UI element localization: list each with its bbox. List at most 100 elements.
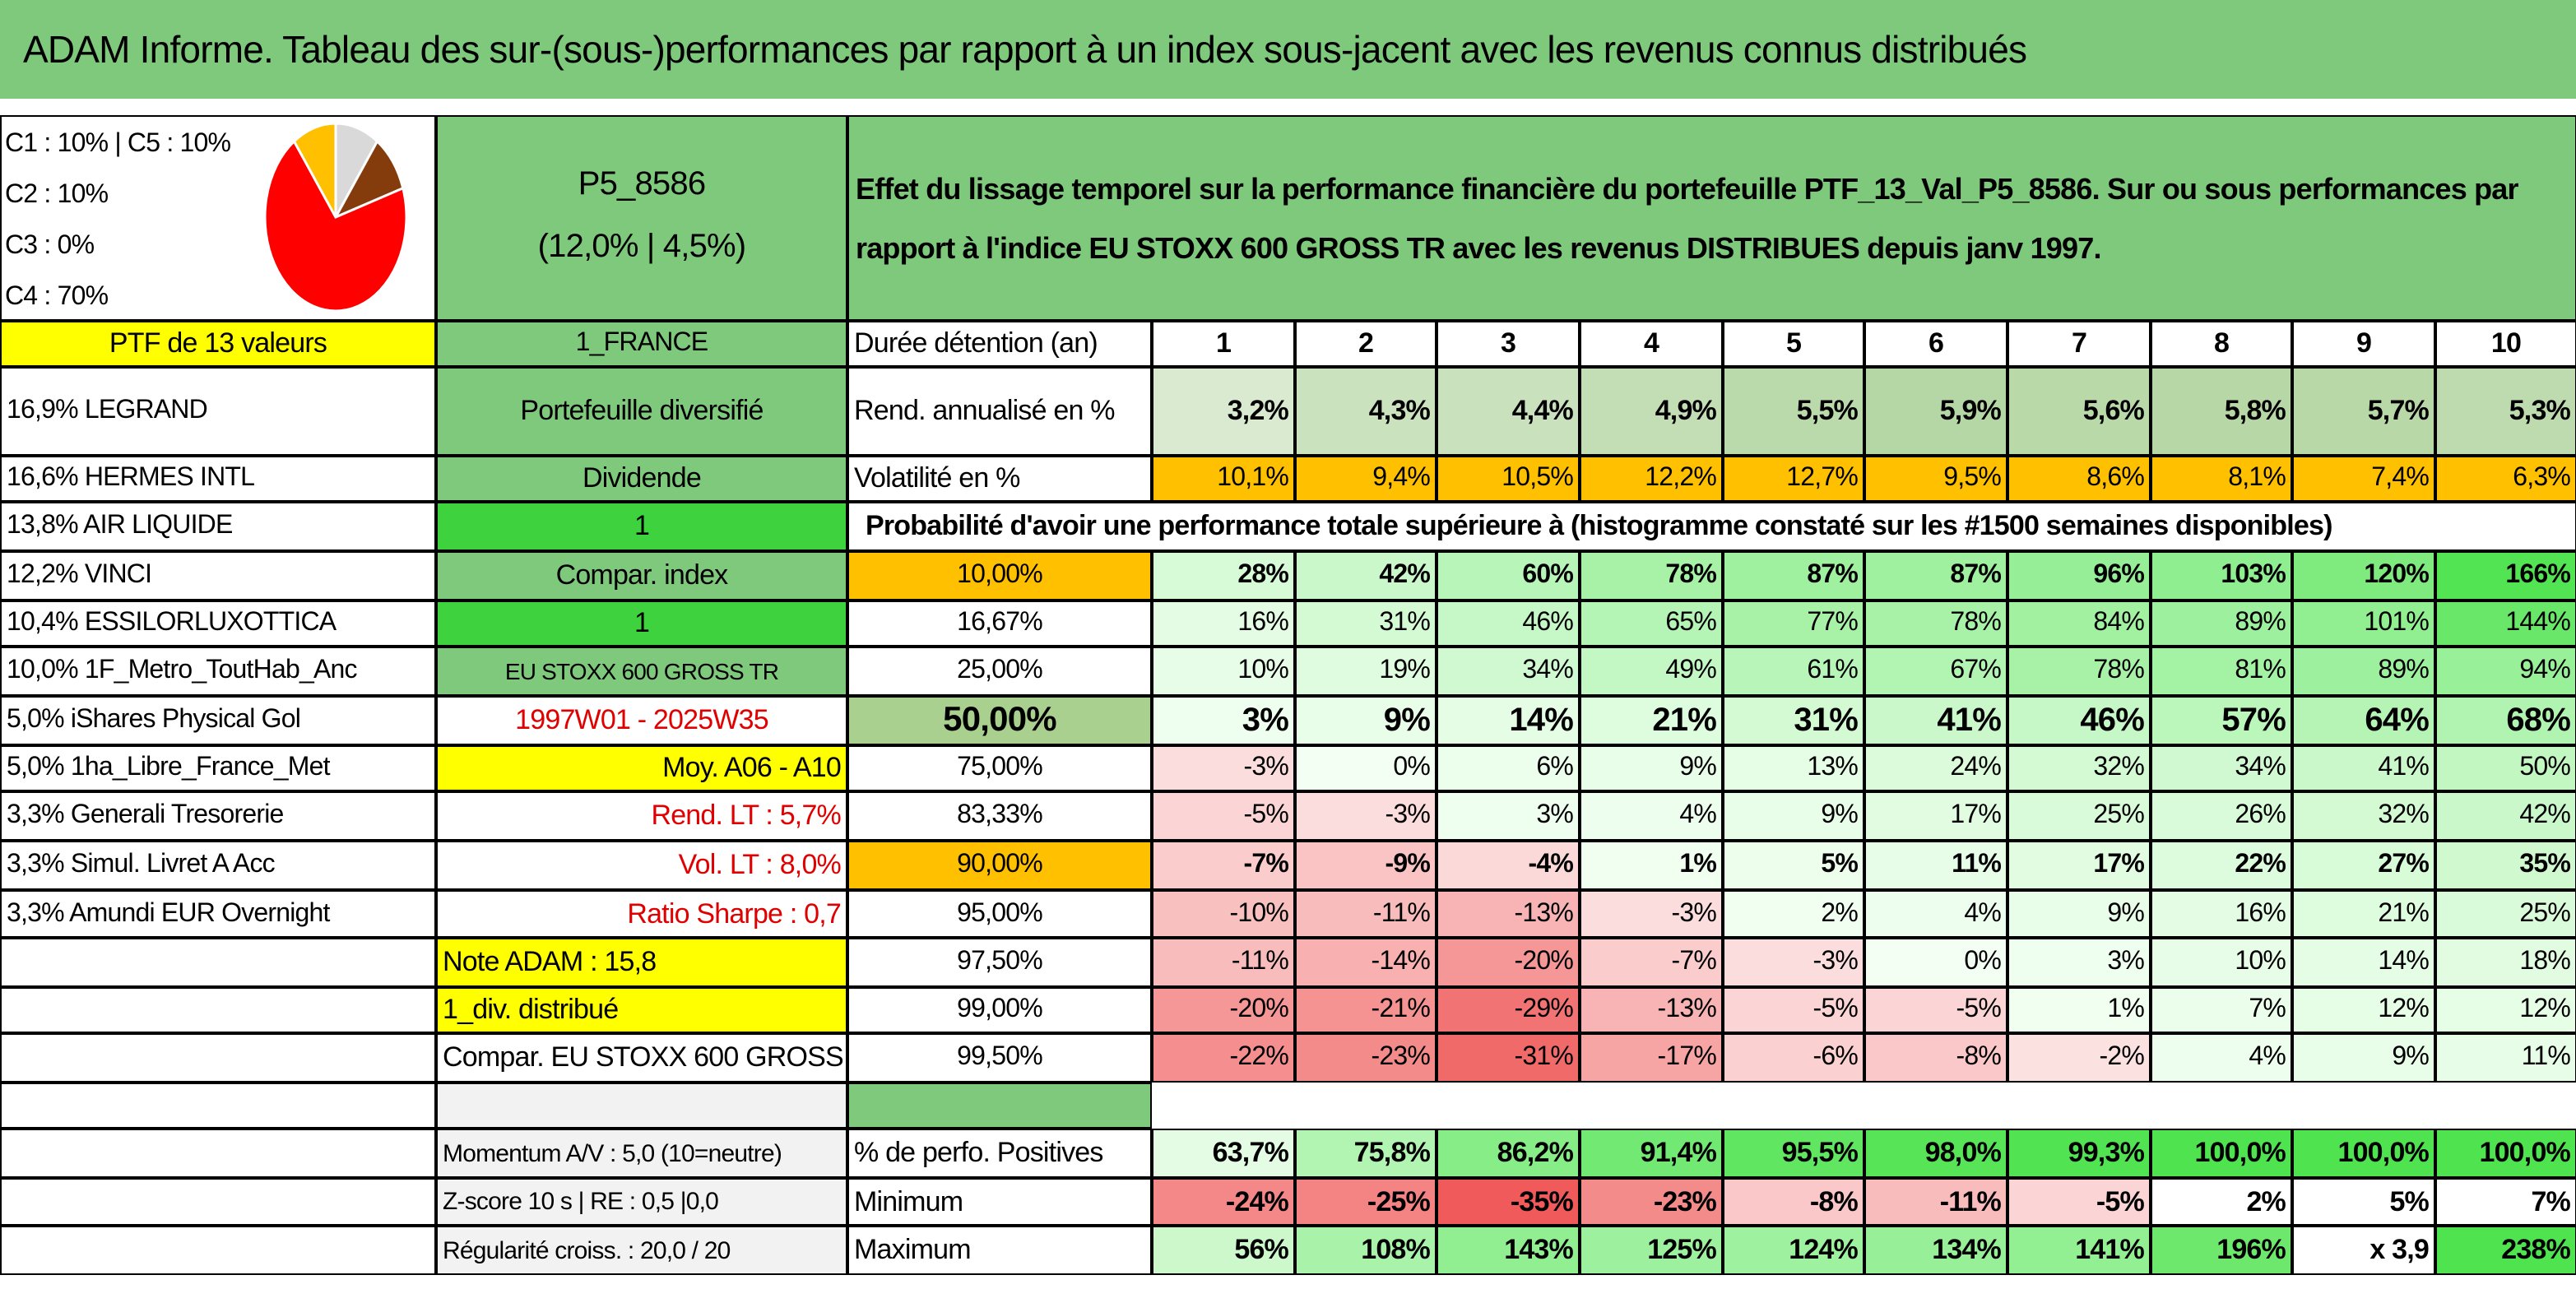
value-cell: 42% (1295, 551, 1437, 600)
value-cell: -11% (1864, 1178, 2007, 1226)
info-cell: Z-score 10 s | RE : 0,5 |0,0 (436, 1178, 847, 1226)
value-cell: 14% (1437, 696, 1580, 745)
value-cell: 5,9% (1864, 367, 2007, 456)
value-cell: 78% (1864, 600, 2007, 647)
value-cell: -23% (1295, 1033, 1437, 1083)
value-cell: 5 (1723, 321, 1864, 367)
value-cell: 1 (1152, 321, 1295, 367)
value-cell: 2% (1723, 890, 1864, 938)
value-cell: 16% (2151, 890, 2292, 938)
row-label: 99,00% (847, 987, 1152, 1033)
pie-slice (263, 139, 408, 313)
empty-cell (2151, 1083, 2292, 1129)
value-cell: 5,8% (2151, 367, 2292, 456)
value-cell: -5% (1864, 987, 2007, 1033)
description: Effet du lissage temporel sur la perform… (847, 115, 2576, 321)
value-cell: 12,2% (1580, 456, 1723, 502)
info-cell: 1 (436, 502, 847, 551)
value-cell: 64% (2292, 696, 2435, 745)
row-label: 25,00% (847, 647, 1152, 696)
row-label: 99,50% (847, 1033, 1152, 1083)
value-cell: 238% (2435, 1226, 2576, 1275)
value-cell: 8 (2151, 321, 2292, 367)
value-cell: 25% (2435, 890, 2576, 938)
info-cell: Dividende (436, 456, 847, 502)
holding: 16,9% LEGRAND (0, 367, 436, 456)
empty-cell (1723, 1083, 1864, 1129)
value-cell: 25% (2007, 791, 2151, 841)
value-cell: 10% (2151, 938, 2292, 987)
row-label: 50,00% (847, 696, 1152, 745)
value-cell: 100,0% (2292, 1129, 2435, 1178)
row-label: Rend. annualisé en % (847, 367, 1152, 456)
holding (0, 1226, 436, 1275)
value-cell: 46% (2007, 696, 2151, 745)
row-label: 83,33% (847, 791, 1152, 841)
portfolio-stats: (12,0% | 4,5%) (537, 229, 746, 265)
empty-cell (1152, 1083, 1295, 1129)
info-cell: Rend. LT : 5,7% (436, 791, 847, 841)
value-cell: 42% (2435, 791, 2576, 841)
holding: PTF de 13 valeurs (0, 321, 436, 367)
empty-cell (1437, 1083, 1580, 1129)
value-cell: 4% (1864, 890, 2007, 938)
pie-label: C2 : 10% (5, 180, 109, 208)
value-cell: -13% (1437, 890, 1580, 938)
row-label: 97,50% (847, 938, 1152, 987)
holding (0, 938, 436, 987)
value-cell: 12% (2435, 987, 2576, 1033)
pie-label: C4 : 70% (5, 282, 109, 310)
value-cell: -10% (1152, 890, 1295, 938)
value-cell: 3 (1437, 321, 1580, 367)
value-cell: 100,0% (2435, 1129, 2576, 1178)
empty-cell (1295, 1083, 1437, 1129)
value-cell: -21% (1295, 987, 1437, 1033)
row-label: Maximum (847, 1226, 1152, 1275)
value-cell: 196% (2151, 1226, 2292, 1275)
value-cell: 2% (2151, 1178, 2292, 1226)
row-label: % de perfo. Positives (847, 1129, 1152, 1178)
value-cell: -3% (1152, 745, 1295, 791)
row-label: 90,00% (847, 841, 1152, 890)
value-cell: 27% (2292, 841, 2435, 890)
value-cell: 5,3% (2435, 367, 2576, 456)
value-cell: 41% (1864, 696, 2007, 745)
value-cell: -8% (1723, 1178, 1864, 1226)
value-cell: 6,3% (2435, 456, 2576, 502)
value-cell: 0% (1295, 745, 1437, 791)
holding (0, 987, 436, 1033)
value-cell: 17% (1864, 791, 2007, 841)
value-cell: 0% (1864, 938, 2007, 987)
info-cell: Compar. index (436, 551, 847, 600)
value-cell: -11% (1152, 938, 1295, 987)
value-cell: -5% (1723, 987, 1864, 1033)
value-cell: -11% (1295, 890, 1437, 938)
holding: 3,3% Generali Tresorerie (0, 791, 436, 841)
row-label: 75,00% (847, 745, 1152, 791)
value-cell: 34% (1437, 647, 1580, 696)
value-cell: 34% (2151, 745, 2292, 791)
info-cell: Régularité croiss. : 20,0 / 20 (436, 1226, 847, 1275)
empty-cell (2292, 1083, 2435, 1129)
value-cell: 86,2% (1437, 1129, 1580, 1178)
value-cell: -7% (1152, 841, 1295, 890)
value-cell: 1% (1580, 841, 1723, 890)
empty-cell (2007, 1083, 2151, 1129)
value-cell: -23% (1580, 1178, 1723, 1226)
holding (0, 1129, 436, 1178)
value-cell: 65% (1580, 600, 1723, 647)
value-cell: 9% (1295, 696, 1437, 745)
value-cell: 5% (1723, 841, 1864, 890)
value-cell: 21% (1580, 696, 1723, 745)
row-label: Minimum (847, 1178, 1152, 1226)
value-cell: 41% (2292, 745, 2435, 791)
value-cell: 4 (1580, 321, 1723, 367)
portfolio-block (436, 115, 847, 321)
value-cell: 9% (2007, 890, 2151, 938)
value-cell: 5,7% (2292, 367, 2435, 456)
value-cell: 9,4% (1295, 456, 1437, 502)
value-cell: 49% (1580, 647, 1723, 696)
holding: 5,0% 1ha_Libre_France_Met (0, 745, 436, 791)
value-cell: 144% (2435, 600, 2576, 647)
value-cell: 9% (2292, 1033, 2435, 1083)
